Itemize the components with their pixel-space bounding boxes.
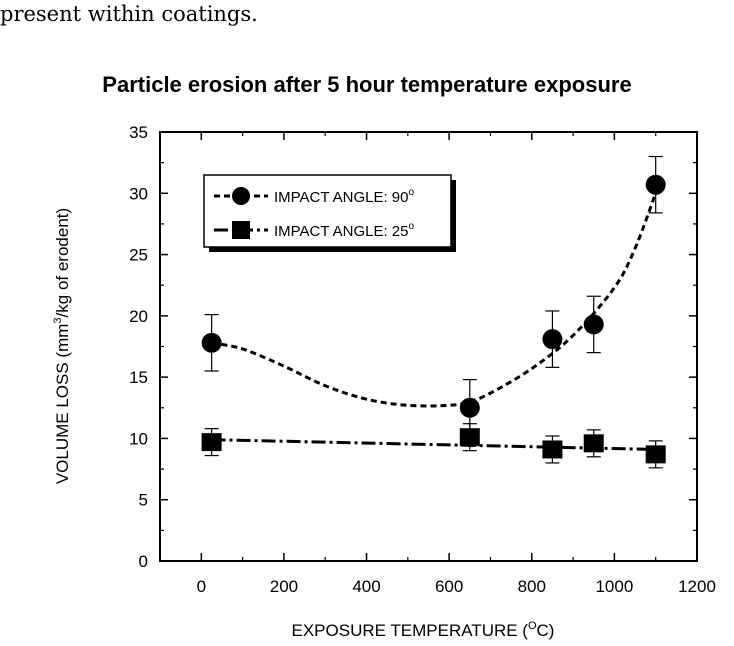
legend-label-90-sup: o xyxy=(409,187,415,198)
point-25 xyxy=(542,440,563,459)
point-25 xyxy=(583,434,604,453)
point-25 xyxy=(645,445,666,464)
y-tick-label: 10 xyxy=(129,429,148,448)
point-90 xyxy=(459,397,480,418)
x-axis-label-main: EXPOSURE TEMPERATURE ( xyxy=(292,621,529,640)
y-tick-label: 0 xyxy=(139,552,148,571)
point-90 xyxy=(583,314,604,335)
y-tick-label: 15 xyxy=(129,368,148,387)
x-tick-label: 400 xyxy=(352,577,380,596)
x-tick-label: 200 xyxy=(270,577,298,596)
y-tick-label: 5 xyxy=(139,491,148,510)
x-tick-label: 0 xyxy=(197,577,206,596)
point-90 xyxy=(542,329,563,350)
y-tick-label: 30 xyxy=(129,184,148,203)
point-90 xyxy=(645,174,666,195)
y-axis-label-main: VOLUME LOSS (mm xyxy=(53,324,72,485)
y-axis-label-sup: 3 xyxy=(52,317,64,323)
x-tick-label: 600 xyxy=(435,577,463,596)
legend-label-25-text: IMPACT ANGLE: 25 xyxy=(274,223,409,240)
axis-ticks xyxy=(160,131,698,562)
point-25 xyxy=(459,428,480,447)
x-tick-label: 800 xyxy=(518,577,546,596)
legend-label-90-text: IMPACT ANGLE: 90 xyxy=(274,189,409,206)
legend-label-25: IMPACT ANGLE: 25o xyxy=(274,221,415,240)
x-axis-label: EXPOSURE TEMPERATURE (OC) xyxy=(292,620,555,640)
y-tick-label: 25 xyxy=(129,246,148,265)
x-axis-label-end: C) xyxy=(537,621,555,640)
x-tick-label: 1200 xyxy=(678,577,716,596)
legend-marker-25 xyxy=(232,221,250,239)
x-axis-label-sup: O xyxy=(528,620,537,632)
point-25 xyxy=(201,433,222,452)
legend-label-25-sup: o xyxy=(409,221,415,232)
y-axis-label: VOLUME LOSS (mm3/kg of erodent) xyxy=(52,208,72,484)
y-tick-label: 35 xyxy=(129,123,148,142)
chart-title: Particle erosion after 5 hour temperatur… xyxy=(102,72,632,97)
trend-line-25 xyxy=(211,438,656,451)
x-tick-label: 1000 xyxy=(595,577,633,596)
y-tick-label: 20 xyxy=(129,307,148,326)
legend: IMPACT ANGLE: 90o IMPACT ANGLE: 25o xyxy=(203,174,456,252)
y-tick-labels: 0 5 10 15 20 25 30 35 xyxy=(129,123,148,571)
x-tick-labels: 0 200 400 600 800 1000 1200 xyxy=(197,577,716,596)
legend-label-90: IMPACT ANGLE: 90o xyxy=(274,187,415,206)
y-axis-label-end: /kg of erodent) xyxy=(53,208,72,318)
legend-marker-90 xyxy=(232,187,250,205)
point-90 xyxy=(201,332,222,353)
data-markers xyxy=(201,174,666,464)
intro-text: present within coatings. xyxy=(0,2,258,26)
